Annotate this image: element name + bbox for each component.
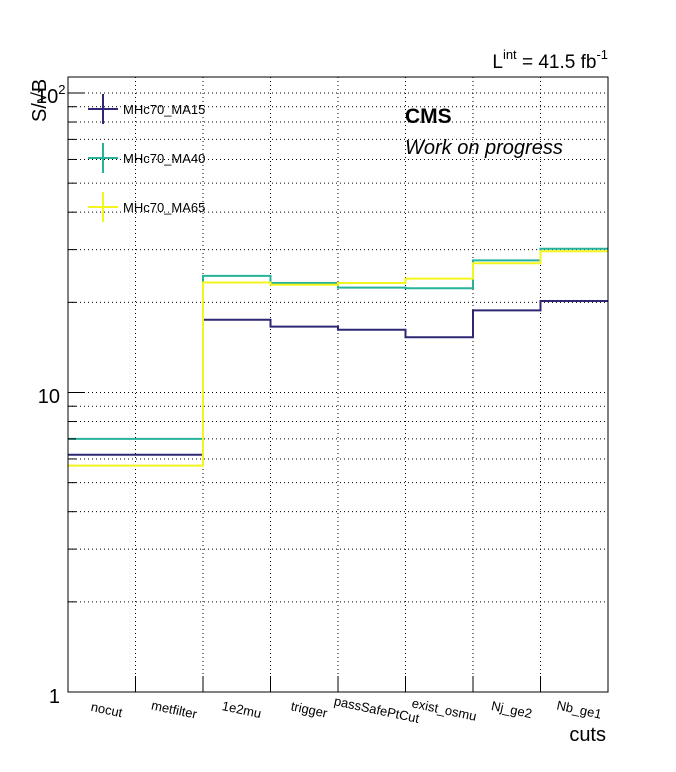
category-label-metfilter: metfilter bbox=[150, 697, 199, 721]
category-label-Nb_ge1: Nb_ge1 bbox=[555, 698, 603, 722]
y-axis-title: S/√B bbox=[29, 79, 51, 122]
legend: MHc70_MA15 MHc70_MA40 MHc70_MA65 bbox=[88, 94, 205, 222]
luminosity-label: Lint = 41.5 fb-1 bbox=[492, 47, 608, 73]
lumi-sup: int bbox=[503, 47, 517, 62]
legend-label-MHc70_MA65: MHc70_MA65 bbox=[123, 200, 205, 215]
legend-label-MHc70_MA15: MHc70_MA15 bbox=[123, 102, 205, 117]
x-axis-title: cuts bbox=[569, 724, 606, 746]
category-label-nocut: nocut bbox=[90, 699, 125, 720]
y-tick-label-100: 102 bbox=[36, 82, 65, 108]
grid-lines bbox=[68, 77, 608, 693]
legend-label-MHc70_MA40: MHc70_MA40 bbox=[123, 151, 205, 166]
category-label-exist_osmu: exist_osmu bbox=[410, 695, 477, 723]
category-label-trigger: trigger bbox=[290, 698, 330, 720]
series-group bbox=[68, 247, 608, 467]
lumi-value: = 41.5 fb bbox=[517, 52, 597, 73]
axis-ticks bbox=[68, 92, 541, 693]
category-labels: nocut metfilter 1e2mu trigger passSafePtCute… bbox=[90, 693, 603, 726]
category-label-passSafePtCut: passSafePtCut bbox=[333, 693, 421, 726]
work-in-progress-label: Work on progress bbox=[405, 137, 563, 159]
category-label-Nj_ge2: Nj_ge2 bbox=[490, 698, 533, 721]
cms-label: CMS bbox=[405, 105, 452, 128]
lumi-L: L bbox=[492, 52, 503, 73]
y-tick-100-exp: 2 bbox=[58, 82, 65, 97]
lumi-exp: -1 bbox=[596, 47, 608, 62]
series-line-MHc70_MA65 bbox=[68, 250, 608, 467]
y-tick-label-1: 1 bbox=[49, 686, 60, 708]
y-tick-100-base: 10 bbox=[36, 86, 58, 108]
category-label-1e2mu: 1e2mu bbox=[221, 698, 263, 721]
y-tick-label-10: 10 bbox=[38, 386, 60, 408]
